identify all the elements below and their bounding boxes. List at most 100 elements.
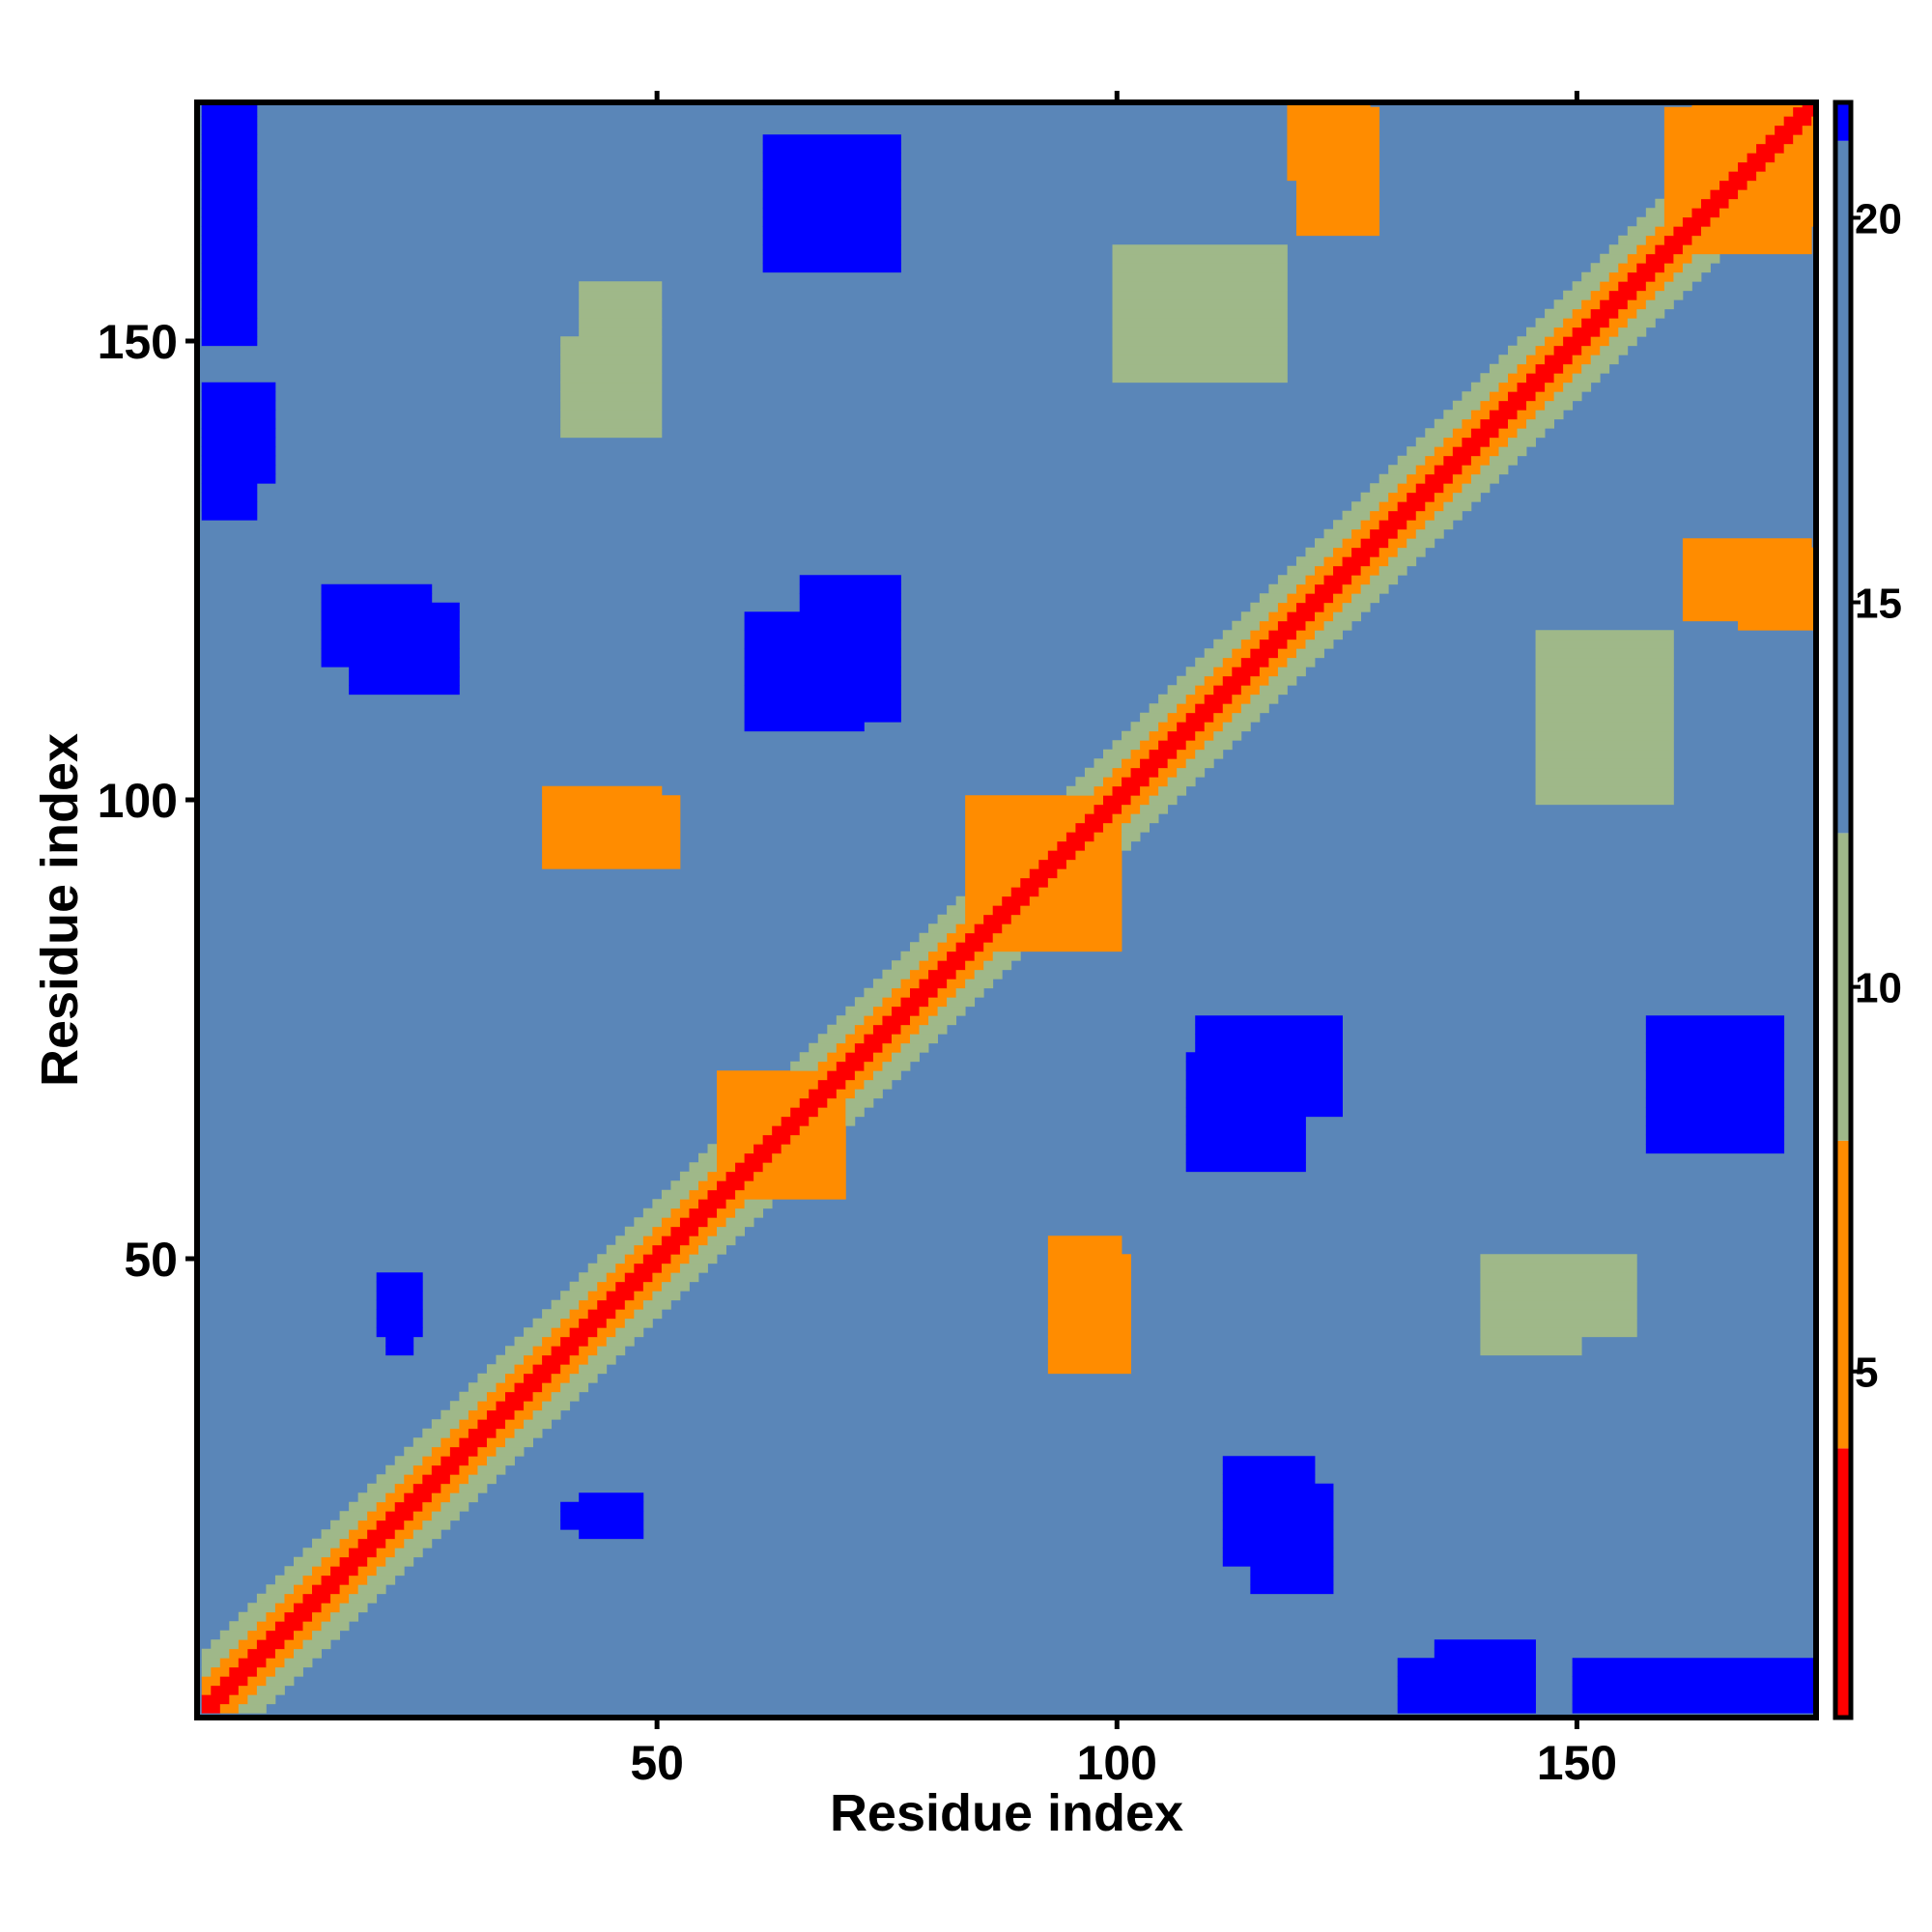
- heatmap-cell-run: [1535, 730, 1674, 741]
- heatmap-cell-run: [1323, 575, 1352, 585]
- heatmap-cell-run: [1295, 583, 1316, 594]
- heatmap-cell-run: [1287, 153, 1380, 163]
- heatmap-cell-run: [661, 1217, 681, 1228]
- heatmap-cell-run: [1140, 758, 1169, 769]
- heatmap-cell-run: [1545, 308, 1574, 319]
- heatmap-cell-run: [1268, 630, 1297, 640]
- heatmap-cell-run: [579, 1492, 644, 1503]
- heatmap-cell-run: [1315, 611, 1334, 622]
- heatmap-cell-run: [542, 813, 681, 824]
- heatmap-cell-run: [1655, 244, 1684, 255]
- heatmap-cell-run: [1572, 327, 1601, 337]
- heatmap-cell-run: [1581, 318, 1610, 328]
- heatmap-cell-run: [542, 1401, 571, 1411]
- heatmap-cell-run: [551, 1299, 580, 1310]
- heatmap-cell-run: [330, 1548, 350, 1558]
- heatmap-cell-run: [1498, 446, 1527, 457]
- heatmap-cell-run: [1020, 877, 1049, 888]
- heatmap-cell-run: [201, 125, 258, 135]
- heatmap-cell-run: [900, 1024, 920, 1035]
- heatmap-cell-run: [256, 1593, 285, 1604]
- heatmap-cell-run: [302, 1621, 322, 1632]
- heatmap-cell-run: [1636, 308, 1665, 319]
- heatmap-cell-run: [1102, 749, 1131, 759]
- heatmap-cell-run: [1452, 428, 1472, 439]
- heatmap-cell-run: [560, 1318, 580, 1328]
- heatmap-cell-run: [1397, 1666, 1536, 1677]
- heatmap-cell-run: [652, 1226, 671, 1236]
- heatmap-cell-run: [1094, 758, 1122, 769]
- heatmap-cell-run: [1397, 455, 1426, 466]
- heatmap-cell-run: [312, 1584, 340, 1595]
- heatmap-cell-run: [1287, 171, 1380, 182]
- heatmap-cell-run: [376, 1327, 423, 1338]
- heatmap-cell-run: [661, 1189, 690, 1200]
- heatmap-cell-run: [670, 1226, 699, 1236]
- heatmap-cell-run: [1663, 198, 1702, 209]
- heatmap-cell-run: [1185, 1070, 1343, 1081]
- heatmap-cell-run: [670, 1272, 699, 1283]
- heatmap-cell-run: [1663, 263, 1684, 273]
- heatmap-cell-run: [1268, 611, 1288, 622]
- heatmap-cell-run: [642, 1299, 671, 1310]
- heatmap-cell-run: [974, 923, 1003, 934]
- heatmap-cell-run: [524, 1354, 543, 1365]
- heatmap-cell-run: [1342, 556, 1371, 567]
- heatmap-cell-run: [579, 308, 663, 319]
- heatmap-cell-run: [1185, 1079, 1343, 1090]
- heatmap-cell-run: [412, 1511, 433, 1521]
- heatmap-cell-run: [872, 1024, 901, 1035]
- heatmap-cell-run: [1608, 290, 1637, 300]
- heatmap-cell-run: [1075, 850, 1122, 861]
- heatmap-cell-run: [1470, 473, 1499, 484]
- heatmap-cell-run: [542, 1354, 571, 1365]
- x-axis-title: Residue index: [830, 1784, 1183, 1842]
- heatmap-cell-run: [1222, 1548, 1334, 1558]
- heatmap-cell-run: [1213, 712, 1233, 723]
- heatmap-cell-run: [321, 1556, 341, 1567]
- heatmap-cell-run: [579, 327, 663, 337]
- heatmap-cell-run: [1682, 575, 1816, 585]
- heatmap-cell-run: [1222, 1556, 1334, 1567]
- heatmap-cell-run: [1195, 1034, 1343, 1044]
- heatmap-cell-run: [1047, 1272, 1131, 1283]
- heatmap-cell-run: [238, 1611, 267, 1622]
- heatmap-cell-run: [560, 1291, 589, 1301]
- heatmap-cell-run: [744, 712, 901, 723]
- heatmap-cell-run: [965, 859, 1039, 869]
- heatmap-cell-run: [201, 336, 258, 347]
- heatmap-cell-run: [1553, 373, 1574, 384]
- heatmap-cell-run: [717, 1089, 810, 1099]
- heatmap-cell-run: [1397, 501, 1426, 512]
- heatmap-cell-run: [891, 987, 911, 998]
- heatmap-cell-run: [1112, 355, 1288, 365]
- heatmap-cell-run: [1287, 611, 1316, 622]
- heatmap-cell-run: [1185, 1144, 1306, 1154]
- heatmap-cell-run: [486, 1391, 506, 1402]
- heatmap-cell-run: [247, 1603, 276, 1613]
- heatmap-cell-run: [1590, 336, 1610, 347]
- heatmap-cell-run: [256, 1621, 276, 1632]
- heatmap-cell-run: [1545, 382, 1564, 392]
- heatmap-cell-run: [1535, 795, 1674, 806]
- heatmap-cell-run: [1462, 465, 1481, 475]
- heatmap-cell-run: [992, 905, 1021, 916]
- heatmap-cell-run: [1645, 253, 1674, 264]
- heatmap-cell-run: [1112, 813, 1131, 824]
- heatmap-cell-run: [1047, 1346, 1131, 1356]
- heatmap-cell-run: [1480, 418, 1509, 429]
- heatmap-cell-run: [1563, 363, 1582, 374]
- heatmap-cell-run: [1480, 1327, 1637, 1338]
- heatmap-cell-run: [394, 1456, 423, 1466]
- heatmap-cell-run: [725, 1171, 754, 1181]
- heatmap-cell-run: [1112, 363, 1288, 374]
- heatmap-cell-run: [1655, 198, 1665, 209]
- heatmap-cell-run: [1663, 235, 1692, 245]
- heatmap-cell-run: [542, 840, 681, 851]
- heatmap-cell-run: [321, 602, 460, 612]
- heatmap-cell-run: [1535, 749, 1674, 759]
- heatmap-cell-run: [376, 1318, 423, 1328]
- heatmap-cell-run: [1112, 327, 1288, 337]
- heatmap-cell-run: [1250, 675, 1269, 686]
- heatmap-cell-run: [349, 675, 460, 686]
